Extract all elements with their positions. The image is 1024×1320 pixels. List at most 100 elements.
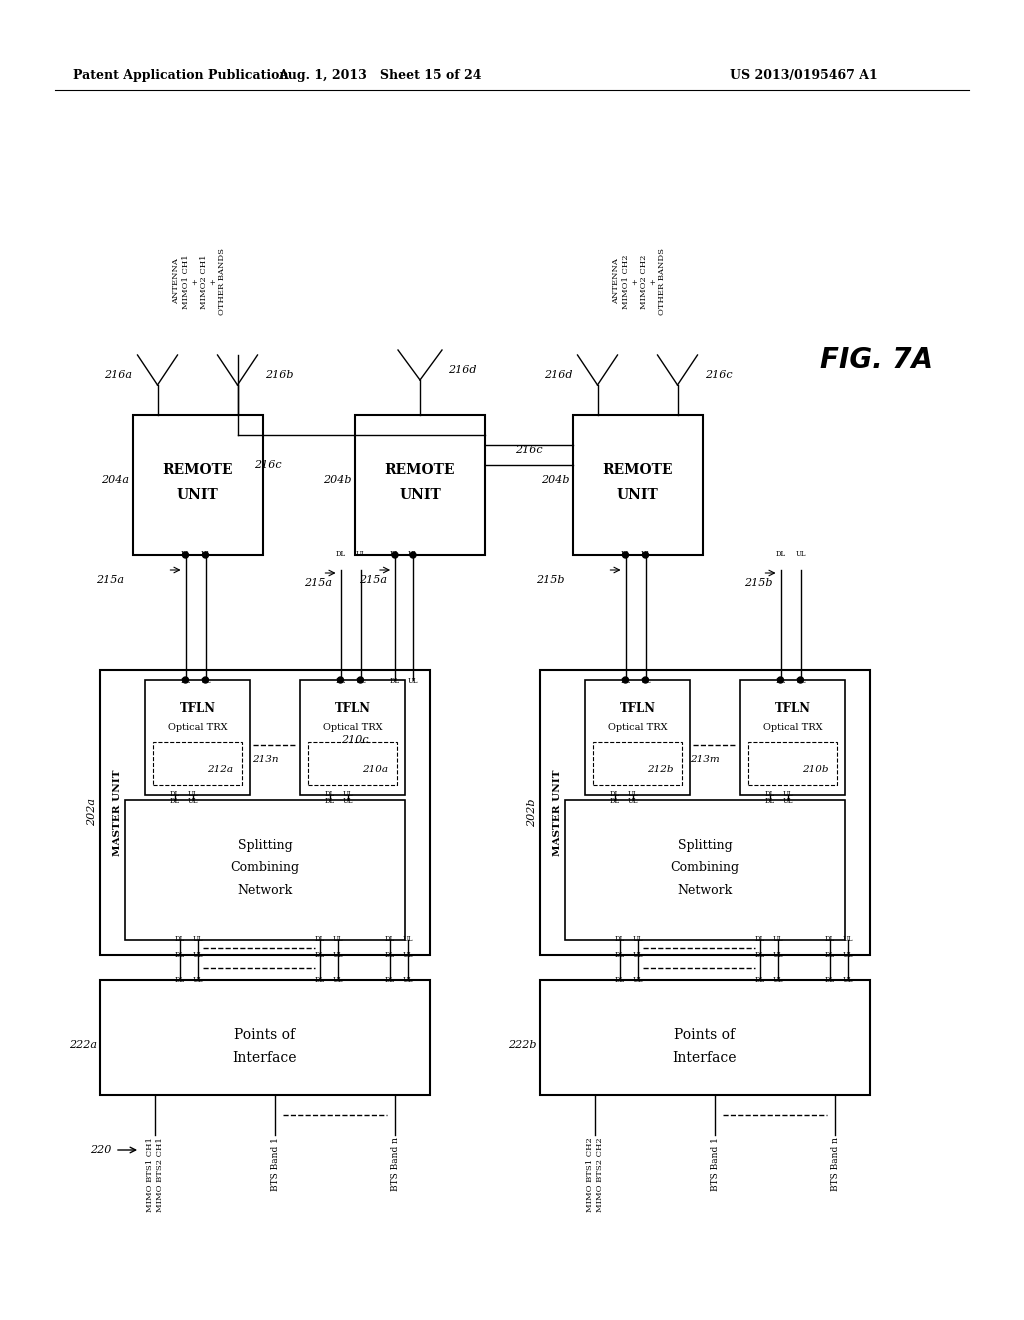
Text: DL: DL — [825, 975, 835, 983]
Text: 220: 220 — [90, 1144, 111, 1155]
Text: 216d: 216d — [544, 370, 572, 380]
Text: UL: UL — [201, 550, 211, 558]
Text: DL: DL — [390, 550, 400, 558]
Text: UL: UL — [402, 950, 414, 960]
Bar — [355, 414, 485, 554]
Text: UL: UL — [843, 950, 853, 960]
Text: 216c: 216c — [254, 459, 282, 470]
Text: UL: UL — [343, 797, 353, 805]
Text: UL: UL — [796, 550, 806, 558]
Circle shape — [392, 552, 398, 558]
Text: 215a: 215a — [359, 576, 387, 585]
Text: UNIT: UNIT — [616, 488, 658, 502]
Bar — [300, 680, 406, 795]
Text: DL: DL — [755, 950, 765, 960]
Text: 204b: 204b — [324, 475, 352, 484]
Text: UL: UL — [343, 789, 353, 799]
Text: DL: DL — [385, 935, 395, 942]
Text: MIMO BTS1 CH2
MIMO BTS2 CH2: MIMO BTS1 CH2 MIMO BTS2 CH2 — [587, 1137, 603, 1212]
Text: UL: UL — [843, 935, 853, 942]
Text: DL: DL — [170, 789, 180, 799]
Bar — [565, 800, 845, 940]
Text: DL: DL — [610, 797, 621, 805]
Text: DL: DL — [385, 975, 395, 983]
Text: UL: UL — [773, 975, 783, 983]
Text: 216a: 216a — [104, 370, 132, 380]
Text: REMOTE: REMOTE — [385, 463, 456, 477]
Text: UL: UL — [782, 797, 794, 805]
Circle shape — [338, 677, 343, 682]
Text: Points of: Points of — [234, 1028, 296, 1041]
Text: UL: UL — [843, 975, 853, 983]
Bar — [145, 680, 250, 795]
Circle shape — [182, 552, 188, 558]
Text: 210b: 210b — [803, 766, 829, 775]
Text: Interface: Interface — [232, 1051, 297, 1065]
Text: DL: DL — [170, 797, 180, 805]
Text: 216c: 216c — [706, 370, 733, 380]
Text: UL: UL — [355, 677, 366, 685]
Circle shape — [203, 552, 209, 558]
Circle shape — [642, 677, 648, 682]
Text: 216d: 216d — [449, 366, 476, 375]
Text: REMOTE: REMOTE — [602, 463, 673, 477]
Text: Optical TRX: Optical TRX — [607, 723, 668, 733]
Text: BTS Band n: BTS Band n — [830, 1137, 840, 1191]
Text: DL: DL — [315, 950, 325, 960]
Bar — [100, 979, 430, 1096]
Bar — [125, 800, 406, 940]
Text: UL: UL — [640, 550, 650, 558]
Text: UL: UL — [628, 797, 638, 805]
Text: Splitting: Splitting — [238, 838, 293, 851]
Text: Interface: Interface — [673, 1051, 737, 1065]
Bar — [100, 671, 430, 954]
Text: FIG. 7A: FIG. 7A — [820, 346, 933, 374]
Text: UL: UL — [633, 975, 643, 983]
Bar — [572, 414, 702, 554]
Text: UL: UL — [633, 935, 643, 942]
Text: DL: DL — [765, 789, 775, 799]
Text: UL: UL — [408, 677, 418, 685]
Text: UL: UL — [773, 935, 783, 942]
Text: UL: UL — [187, 789, 199, 799]
Bar — [308, 742, 397, 785]
Text: 204b: 204b — [541, 475, 569, 484]
Text: DL: DL — [175, 950, 185, 960]
Text: Points of: Points of — [675, 1028, 735, 1041]
Text: MASTER UNIT: MASTER UNIT — [114, 770, 123, 855]
Text: TFLN: TFLN — [179, 701, 215, 714]
Text: UL: UL — [796, 677, 806, 685]
Text: DL: DL — [390, 677, 400, 685]
Text: DL: DL — [615, 935, 625, 942]
Text: Network: Network — [238, 884, 293, 898]
Text: 213n: 213n — [252, 755, 279, 764]
Bar — [740, 680, 845, 795]
Text: UL: UL — [408, 550, 418, 558]
Text: Optical TRX: Optical TRX — [323, 723, 382, 733]
Text: 204a: 204a — [101, 475, 129, 484]
Text: 212b: 212b — [647, 766, 674, 775]
Text: DL: DL — [765, 797, 775, 805]
Text: 202b: 202b — [527, 799, 537, 826]
Text: BTS Band 1: BTS Band 1 — [270, 1137, 280, 1191]
Bar — [748, 742, 837, 785]
Text: DL: DL — [175, 975, 185, 983]
Text: DL: DL — [825, 950, 835, 960]
Text: DL: DL — [315, 975, 325, 983]
Text: Aug. 1, 2013   Sheet 15 of 24: Aug. 1, 2013 Sheet 15 of 24 — [279, 69, 481, 82]
Text: UL: UL — [333, 950, 343, 960]
Text: Optical TRX: Optical TRX — [168, 723, 227, 733]
Text: MASTER UNIT: MASTER UNIT — [554, 770, 562, 855]
Bar — [153, 742, 242, 785]
Text: 216c: 216c — [515, 445, 543, 455]
Circle shape — [798, 677, 804, 682]
Text: UL: UL — [773, 950, 783, 960]
Text: 210a: 210a — [362, 766, 388, 775]
Text: BTS Band 1: BTS Band 1 — [711, 1137, 720, 1191]
Text: DL: DL — [615, 950, 625, 960]
Bar — [540, 979, 870, 1096]
Circle shape — [623, 552, 629, 558]
Text: UL: UL — [333, 975, 343, 983]
Text: UL: UL — [782, 789, 794, 799]
Text: BTS Band n: BTS Band n — [390, 1137, 399, 1191]
